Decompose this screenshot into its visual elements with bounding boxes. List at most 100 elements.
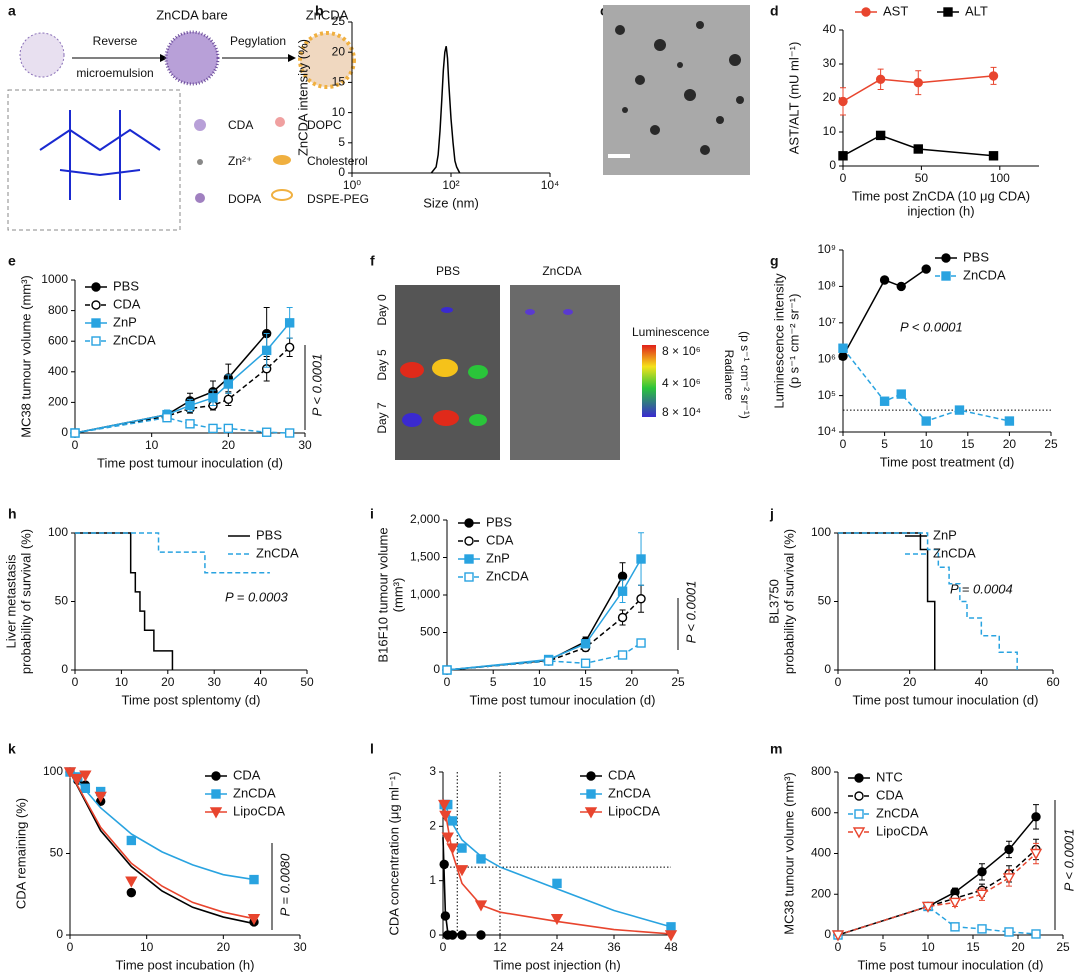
y-tick-label: 600 [48, 333, 68, 347]
line [74, 346, 291, 434]
marker [441, 832, 454, 844]
y-axis-title: MC38 tumour volume (mm³) [18, 275, 33, 438]
y-axis-title: BL3750 [766, 579, 781, 624]
marker [439, 859, 449, 870]
legend-text: ZnCDA [233, 785, 276, 800]
x-axis-title: Time post tumour inoculation (d) [853, 692, 1039, 707]
x-tick-label: 10 [140, 940, 154, 954]
particle [164, 30, 220, 86]
x-axis-title: Time post tumour inoculation (d) [97, 455, 283, 470]
x-axis-title: Time post splentomy (d) [122, 692, 261, 707]
x-tick-label: 15 [579, 675, 593, 689]
y-tick-label: 400 [811, 846, 831, 860]
marker [211, 771, 221, 781]
signal [400, 307, 573, 427]
x-tick-label: 12 [493, 940, 507, 954]
marker [838, 151, 848, 161]
x-tick-label: 0 [835, 940, 842, 954]
marker [446, 843, 459, 855]
marker [988, 71, 999, 81]
marker [71, 773, 84, 785]
marker [943, 7, 953, 17]
legend-text: ZnP [486, 550, 510, 565]
marker [223, 379, 234, 389]
panel-f: f PBS ZnCDA Day 0 Day 5 Day 7 Luminescen… [370, 253, 752, 460]
scale-bar [608, 154, 630, 158]
x-tick-label: 10 [145, 438, 159, 452]
day-label: Day 5 [375, 349, 389, 381]
marker [552, 878, 562, 889]
y-axis-title: ZnCDA intensity (%) [295, 39, 310, 156]
x-tick-label: 0 [72, 438, 79, 452]
legend-text: CDA [608, 767, 636, 782]
marker [284, 342, 295, 353]
y-axis-title: Luminescence intensity [771, 273, 786, 409]
panel-label: m [770, 741, 782, 757]
fit-curve [69, 771, 255, 925]
y-tick-label: 0 [429, 927, 436, 941]
marker [1004, 927, 1014, 937]
legend-text: NTC [876, 769, 903, 784]
x-tick-label: 25 [1056, 940, 1070, 954]
panel-label: l [370, 741, 374, 757]
y-tick-label: 0 [61, 425, 68, 439]
marker [921, 416, 931, 426]
y-tick-label: 0 [433, 662, 440, 676]
x-tick-label: 15 [961, 437, 975, 451]
legend-text: AST [883, 3, 908, 18]
legend-text: ZnCDA [256, 545, 299, 560]
marker [247, 914, 261, 926]
y-tick-label: 30 [823, 56, 837, 70]
marker [879, 396, 890, 406]
marker [91, 318, 101, 328]
legend-text: ZnCDA [963, 267, 1006, 282]
marker [854, 773, 864, 783]
icon [197, 159, 203, 165]
marker [464, 554, 474, 564]
legend-text: Zn²⁺ [228, 154, 252, 168]
annotation: P < 0.0001 [683, 581, 698, 644]
x-tick-label: 25 [671, 675, 685, 689]
x-tick-label: 50 [915, 171, 929, 185]
marker [941, 271, 951, 281]
legend-text: DSPE-PEG [307, 192, 369, 206]
x-axis-title: injection (h) [907, 203, 974, 218]
y-axis-title: probability of survival (%) [18, 529, 33, 674]
marker [550, 914, 564, 926]
x-tick-label: 15 [966, 940, 980, 954]
panel-label: j [769, 506, 774, 522]
x-tick-label: 0 [72, 675, 79, 689]
step-label: Pegylation [230, 34, 286, 48]
legend-text: ZnCDA [113, 332, 156, 347]
x-tick-label: 10² [442, 178, 459, 192]
x-tick-label: 100 [990, 171, 1010, 185]
y-tick-label: 10⁷ [818, 315, 836, 329]
marker [63, 767, 77, 779]
marker [464, 572, 474, 582]
panel-a: a Reverse microemulsion ZnCDA bare Pegyl… [7, 3, 369, 231]
marker [464, 518, 474, 528]
y-tick-label: 20 [823, 90, 837, 104]
x-tick-label: 10 [533, 675, 547, 689]
legend-text: ZnCDA [876, 805, 919, 820]
legend-text: LipoCDA [876, 823, 928, 838]
legend-text: ALT [965, 3, 988, 18]
panel-label: i [370, 506, 374, 522]
y-tick-label: 10⁸ [818, 279, 836, 293]
fit-curve [442, 799, 672, 935]
marker [80, 783, 91, 793]
marker [838, 96, 848, 107]
nanoparticles [615, 21, 744, 155]
x-tick-label: 0 [840, 171, 847, 185]
step-label: microemulsion [76, 66, 153, 80]
y-tick-label: 2,000 [410, 512, 440, 526]
legend-text: DOPA [228, 192, 261, 206]
marker [79, 770, 92, 782]
legend-text: CDA [486, 532, 514, 547]
marker [617, 612, 628, 623]
marker [447, 930, 458, 940]
marker [476, 854, 486, 864]
fit-curve [442, 798, 672, 928]
legend-text: CDA [876, 787, 904, 802]
legend-text: PBS [963, 249, 989, 264]
